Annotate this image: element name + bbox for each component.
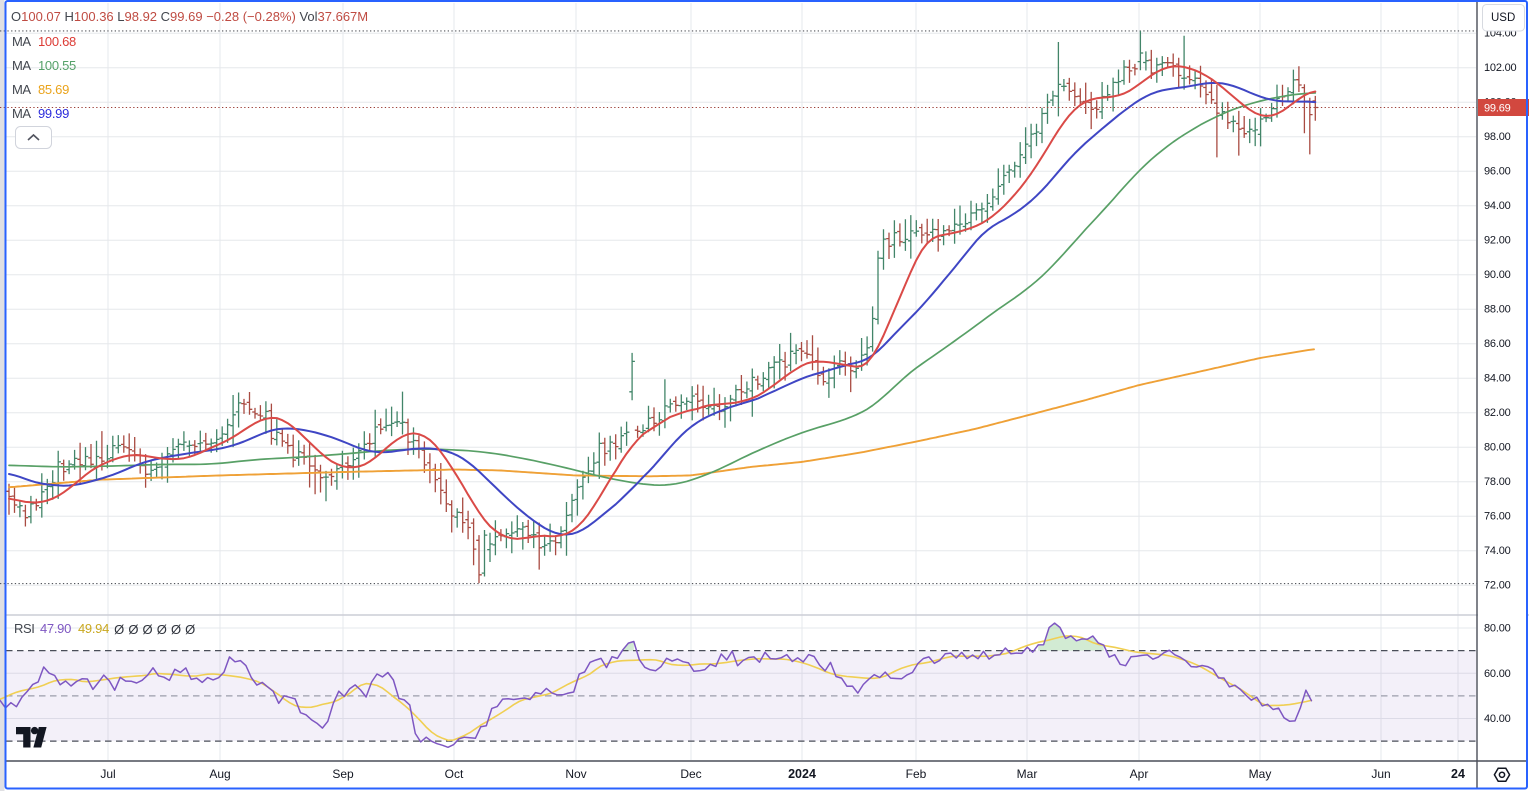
svg-text:99.99: 99.99	[38, 106, 69, 121]
svg-text:98.00: 98.00	[1484, 131, 1511, 143]
svg-text:MA: MA	[12, 82, 31, 97]
svg-text:100.55: 100.55	[38, 58, 76, 73]
svg-text:76.00: 76.00	[1484, 511, 1511, 523]
svg-text:MA: MA	[12, 58, 31, 73]
svg-text:24: 24	[1451, 767, 1465, 781]
svg-text:49.94: 49.94	[78, 621, 109, 636]
svg-text:78.00: 78.00	[1484, 476, 1511, 488]
svg-text:100.68: 100.68	[38, 34, 76, 49]
svg-text:Jul: Jul	[100, 767, 115, 781]
svg-text:Apr: Apr	[1130, 767, 1149, 781]
svg-text:USD: USD	[1491, 12, 1515, 24]
svg-text:47.90: 47.90	[40, 621, 71, 636]
svg-text:60.00: 60.00	[1484, 668, 1511, 680]
svg-text:RSI: RSI	[14, 621, 34, 636]
svg-text:Feb: Feb	[906, 767, 927, 781]
svg-text:O100.07 H100.36 L98.92 C99.69: O100.07 H100.36 L98.92 C99.69 −0.28 (−0.…	[11, 9, 368, 24]
svg-text:80.00: 80.00	[1484, 623, 1511, 635]
svg-text:Jun: Jun	[1371, 767, 1390, 781]
svg-text:Sep: Sep	[332, 767, 354, 781]
svg-text:2024: 2024	[788, 767, 816, 781]
svg-text:May: May	[1249, 767, 1272, 781]
svg-text:Ø: Ø	[185, 622, 195, 637]
svg-text:Ø: Ø	[143, 622, 153, 637]
svg-text:Dec: Dec	[680, 767, 701, 781]
svg-text:85.69: 85.69	[38, 82, 69, 97]
svg-text:Ø: Ø	[171, 622, 181, 637]
svg-text:99.69: 99.69	[1484, 102, 1511, 114]
svg-text:88.00: 88.00	[1484, 304, 1511, 316]
svg-text:80.00: 80.00	[1484, 442, 1511, 454]
svg-text:90.00: 90.00	[1484, 269, 1511, 281]
svg-text:40.00: 40.00	[1484, 713, 1511, 725]
svg-text:102.00: 102.00	[1484, 62, 1517, 74]
svg-text:74.00: 74.00	[1484, 545, 1511, 557]
svg-text:84.00: 84.00	[1484, 373, 1511, 385]
svg-text:94.00: 94.00	[1484, 200, 1511, 212]
svg-text:Ø: Ø	[114, 622, 124, 637]
svg-text:Oct: Oct	[445, 767, 464, 781]
svg-text:Nov: Nov	[565, 767, 586, 781]
svg-text:96.00: 96.00	[1484, 166, 1511, 178]
svg-text:86.00: 86.00	[1484, 338, 1511, 350]
svg-text:MA: MA	[12, 34, 31, 49]
svg-text:Mar: Mar	[1017, 767, 1038, 781]
svg-text:72.00: 72.00	[1484, 580, 1511, 592]
svg-text:Aug: Aug	[209, 767, 230, 781]
svg-text:Ø: Ø	[157, 622, 167, 637]
svg-text:82.00: 82.00	[1484, 407, 1511, 419]
svg-text:92.00: 92.00	[1484, 235, 1511, 247]
svg-text:MA: MA	[12, 106, 31, 121]
svg-text:Ø: Ø	[128, 622, 138, 637]
